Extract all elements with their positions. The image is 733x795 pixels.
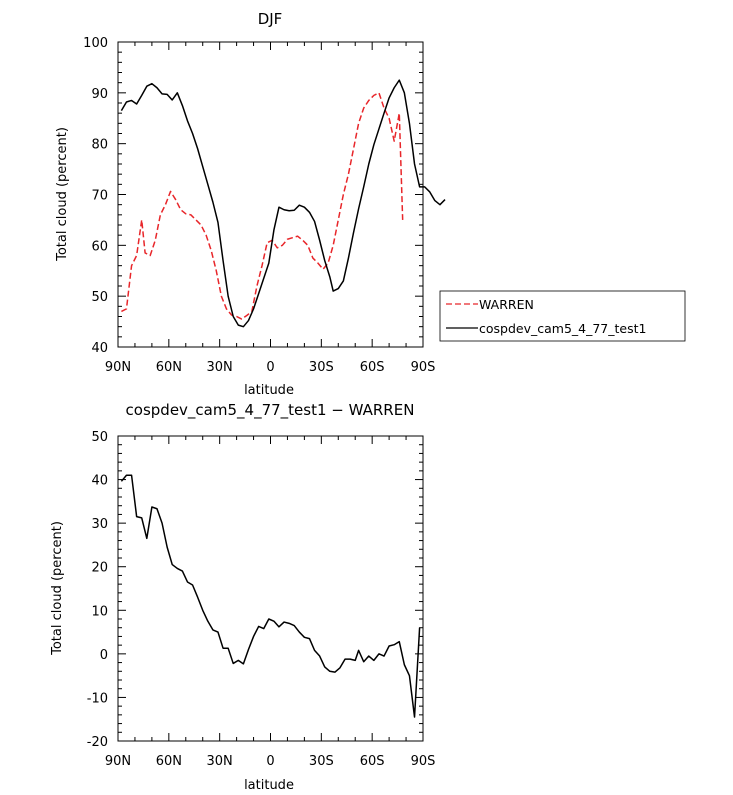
legend: WARREN cospdev_cam5_4_77_test1 [439, 290, 686, 342]
top-chart-title: DJF [258, 10, 283, 28]
legend-label-warren: WARREN [479, 297, 534, 312]
bottom-y-tick-label: 20 [91, 561, 108, 576]
top-y-tick-label: 90 [91, 87, 108, 102]
bottom-y-axis-label: Total cloud (percent) [50, 521, 65, 656]
top-x-tick-label: 60S [360, 360, 385, 375]
top-x-tick-label: 30S [309, 360, 334, 375]
top-chart: DJF 90N 60N 30N 0 30S 60S 90S 40 50 60 70 80 90 100 l… [55, 10, 686, 398]
top-x-tick-label: 0 [266, 360, 274, 375]
top-y-tick-label: 50 [91, 290, 108, 305]
legend-box [439, 290, 686, 342]
bottom-x-tick-label: 90N [105, 754, 131, 769]
top-x-tick-label: 90N [105, 360, 131, 375]
bottom-x-axis-label: latitude [244, 778, 294, 793]
top-x-tick-label: 30N [207, 360, 233, 375]
top-series-line-warren [121, 92, 404, 320]
bottom-series-line-0 [120, 474, 421, 718]
bottom-y-tick-label: 10 [91, 604, 108, 619]
top-y-tick-label: 70 [91, 189, 108, 204]
bottom-y-tick-label: 40 [91, 474, 108, 489]
bottom-x-tick-label: 60S [360, 754, 385, 769]
top-x-tick-label: 90S [411, 360, 436, 375]
bottom-y-tick-label: 50 [91, 430, 108, 445]
bottom-y-tick-label: 0 [100, 648, 108, 663]
top-series-layer [120, 79, 446, 328]
legend-label-model: cospdev_cam5_4_77_test1 [479, 321, 646, 336]
bottom-x-tick-label: 90S [411, 754, 436, 769]
top-y-axis-label: Total cloud (percent) [55, 127, 70, 262]
bottom-x-tick-label: 30N [207, 754, 233, 769]
top-plot-frame [117, 41, 424, 348]
bottom-y-tick-label: -10 [87, 691, 108, 706]
top-y-tick-label: 60 [91, 239, 108, 254]
top-x-tick-label: 60N [156, 360, 182, 375]
top-series-line-cospdev-cam5-4-77-test1 [120, 79, 446, 328]
top-y-tick-label: 80 [91, 138, 108, 153]
bottom-x-tick-label: 60N [156, 754, 182, 769]
bottom-chart: cospdev_cam5_4_77_test1 − WARREN 90N 60N 3… [50, 401, 435, 793]
bottom-chart-title: cospdev_cam5_4_77_test1 − WARREN [126, 401, 415, 420]
bottom-x-tick-label: 30S [309, 754, 334, 769]
top-axes: 90N 60N 30N 0 30S 60S 90S 40 50 60 70 80 90 100 [83, 36, 435, 375]
bottom-y-tick-label: -20 [87, 735, 108, 750]
bottom-y-tick-label: 30 [91, 517, 108, 532]
bottom-axes: 90N 60N 30N 0 30S 60S 90S -20 -10 0 10 20 30 40 50 [87, 430, 436, 769]
top-x-axis-label: latitude [244, 383, 294, 398]
top-y-tick-label: 40 [91, 341, 108, 356]
bottom-x-tick-label: 0 [266, 754, 274, 769]
bottom-series-layer [120, 474, 421, 718]
top-y-tick-label: 100 [83, 36, 108, 51]
bottom-plot-frame [117, 435, 424, 742]
